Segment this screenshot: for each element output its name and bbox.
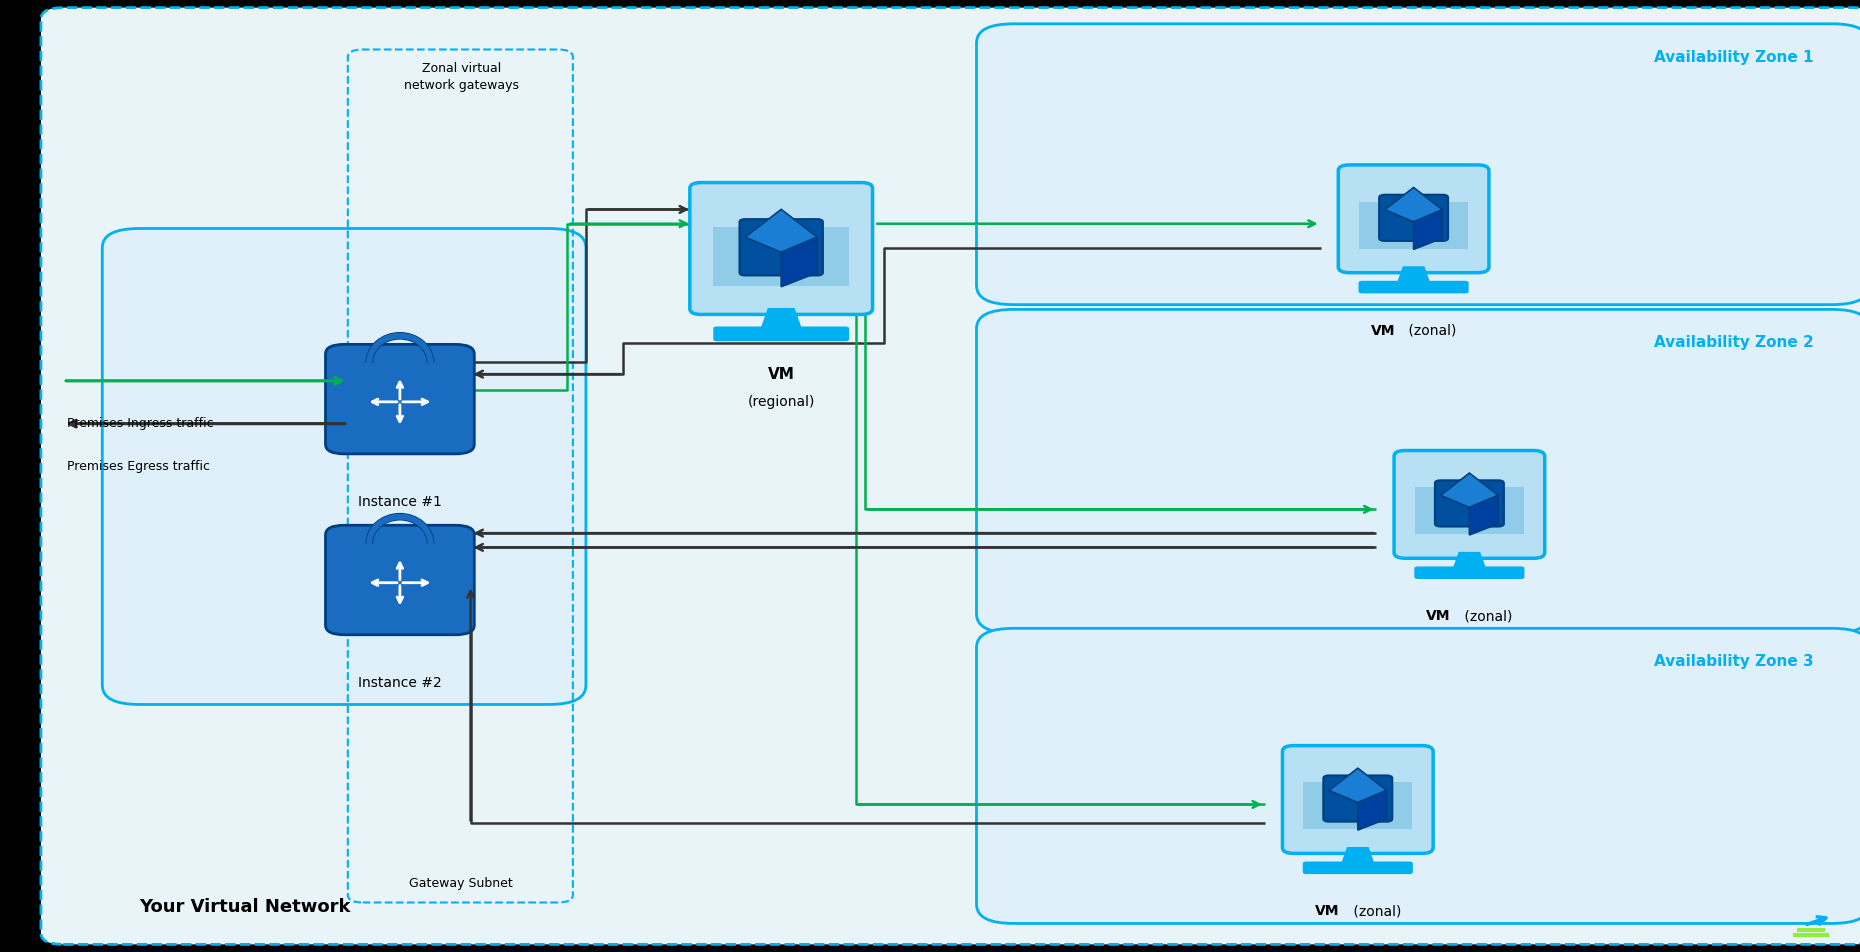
FancyBboxPatch shape — [1322, 776, 1393, 822]
FancyBboxPatch shape — [1434, 481, 1505, 526]
Text: Instance #1: Instance #1 — [357, 495, 443, 509]
Text: Instance #2: Instance #2 — [357, 676, 443, 690]
FancyBboxPatch shape — [712, 327, 848, 341]
Text: Availability Zone 2: Availability Zone 2 — [1654, 335, 1814, 350]
Text: VM: VM — [1315, 904, 1339, 919]
Text: (zonal): (zonal) — [1404, 324, 1456, 338]
Polygon shape — [1397, 267, 1430, 287]
Polygon shape — [781, 237, 817, 287]
FancyBboxPatch shape — [1415, 487, 1523, 534]
Polygon shape — [1414, 209, 1443, 249]
FancyBboxPatch shape — [690, 183, 872, 314]
FancyBboxPatch shape — [1337, 165, 1488, 272]
Polygon shape — [759, 308, 802, 333]
FancyBboxPatch shape — [1302, 862, 1414, 874]
FancyBboxPatch shape — [1378, 195, 1449, 241]
Polygon shape — [746, 209, 817, 252]
FancyBboxPatch shape — [1360, 202, 1468, 248]
Bar — [0, 0, 63, 952]
Text: VM: VM — [768, 367, 794, 382]
FancyBboxPatch shape — [1414, 566, 1525, 579]
Text: VM: VM — [1371, 324, 1395, 338]
Text: Gateway Subnet: Gateway Subnet — [409, 877, 513, 890]
FancyBboxPatch shape — [1358, 281, 1469, 293]
Polygon shape — [1341, 847, 1375, 867]
FancyBboxPatch shape — [740, 219, 822, 275]
FancyBboxPatch shape — [1304, 783, 1412, 829]
Polygon shape — [1440, 473, 1499, 507]
FancyBboxPatch shape — [976, 24, 1860, 305]
Text: (regional): (regional) — [748, 395, 815, 409]
FancyBboxPatch shape — [976, 628, 1860, 923]
Text: Your Virtual Network: Your Virtual Network — [140, 898, 352, 916]
Text: (zonal): (zonal) — [1460, 609, 1512, 624]
Text: Premises Ingress traffic: Premises Ingress traffic — [67, 417, 214, 430]
FancyBboxPatch shape — [326, 345, 474, 454]
Polygon shape — [1453, 552, 1486, 572]
FancyBboxPatch shape — [102, 228, 586, 704]
FancyBboxPatch shape — [1395, 450, 1544, 558]
FancyBboxPatch shape — [1283, 745, 1432, 853]
Text: Availability Zone 1: Availability Zone 1 — [1654, 50, 1814, 65]
Text: VM: VM — [1427, 609, 1451, 624]
Polygon shape — [1469, 495, 1499, 535]
Polygon shape — [1384, 188, 1443, 222]
FancyBboxPatch shape — [41, 8, 1860, 944]
Text: Zonal virtual
network gateways: Zonal virtual network gateways — [404, 62, 519, 92]
Text: Premises Egress traffic: Premises Egress traffic — [67, 460, 210, 473]
Polygon shape — [1358, 790, 1388, 830]
Polygon shape — [1328, 768, 1388, 803]
FancyBboxPatch shape — [712, 228, 850, 286]
Text: (zonal): (zonal) — [1348, 904, 1401, 919]
FancyBboxPatch shape — [326, 526, 474, 635]
Text: Availability Zone 3: Availability Zone 3 — [1654, 654, 1814, 669]
FancyBboxPatch shape — [976, 309, 1860, 633]
